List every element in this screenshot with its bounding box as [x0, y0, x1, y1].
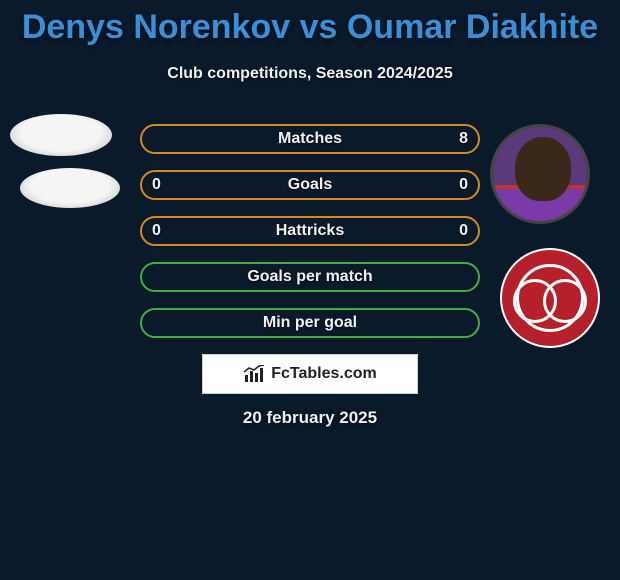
stat-right-value: 0 [459, 176, 468, 194]
stat-row-goals: 0 Goals 0 [140, 170, 480, 200]
stat-label: Hattricks [276, 222, 344, 240]
stat-label: Matches [278, 130, 342, 148]
stat-row-matches: Matches 8 [140, 124, 480, 154]
stat-left-value: 0 [152, 176, 161, 194]
date: 20 february 2025 [0, 408, 620, 428]
stat-label: Goals per match [247, 268, 372, 286]
player-left-avatar [10, 114, 112, 156]
club-left-avatar [20, 168, 120, 208]
stat-row-min-per-goal: Min per goal [140, 308, 480, 338]
logo-text: FcTables.com [271, 365, 377, 383]
stat-right-value: 0 [459, 222, 468, 240]
stat-row-hattricks: 0 Hattricks 0 [140, 216, 480, 246]
stat-left-value: 0 [152, 222, 161, 240]
page-title: Denys Norenkov vs Oumar Diakhite [0, 0, 620, 47]
fctables-logo: FcTables.com [202, 354, 418, 394]
club-right-avatar [500, 248, 600, 348]
player-right-avatar [490, 124, 590, 224]
stats-container: Matches 8 0 Goals 0 0 Hattricks 0 Goals … [140, 124, 480, 354]
chart-icon [243, 365, 265, 383]
stat-right-value: 8 [459, 130, 468, 148]
stat-label: Min per goal [263, 314, 357, 332]
stat-label: Goals [288, 176, 332, 194]
subtitle: Club competitions, Season 2024/2025 [0, 65, 620, 83]
stat-row-goals-per-match: Goals per match [140, 262, 480, 292]
